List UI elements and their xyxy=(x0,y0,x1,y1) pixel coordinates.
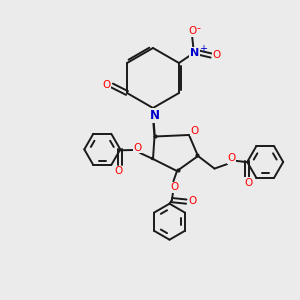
Text: O: O xyxy=(188,196,196,206)
Text: -: - xyxy=(197,23,201,33)
Text: +: + xyxy=(199,44,207,54)
Text: O: O xyxy=(188,26,196,37)
Text: O: O xyxy=(190,125,199,136)
Text: O: O xyxy=(244,178,253,188)
Text: N: N xyxy=(149,109,160,122)
Text: O: O xyxy=(115,166,123,176)
Text: O: O xyxy=(103,80,111,91)
Text: O: O xyxy=(134,143,142,153)
Text: O: O xyxy=(227,153,236,163)
Text: O: O xyxy=(212,50,220,61)
Text: N: N xyxy=(190,47,199,58)
Text: O: O xyxy=(171,182,179,192)
